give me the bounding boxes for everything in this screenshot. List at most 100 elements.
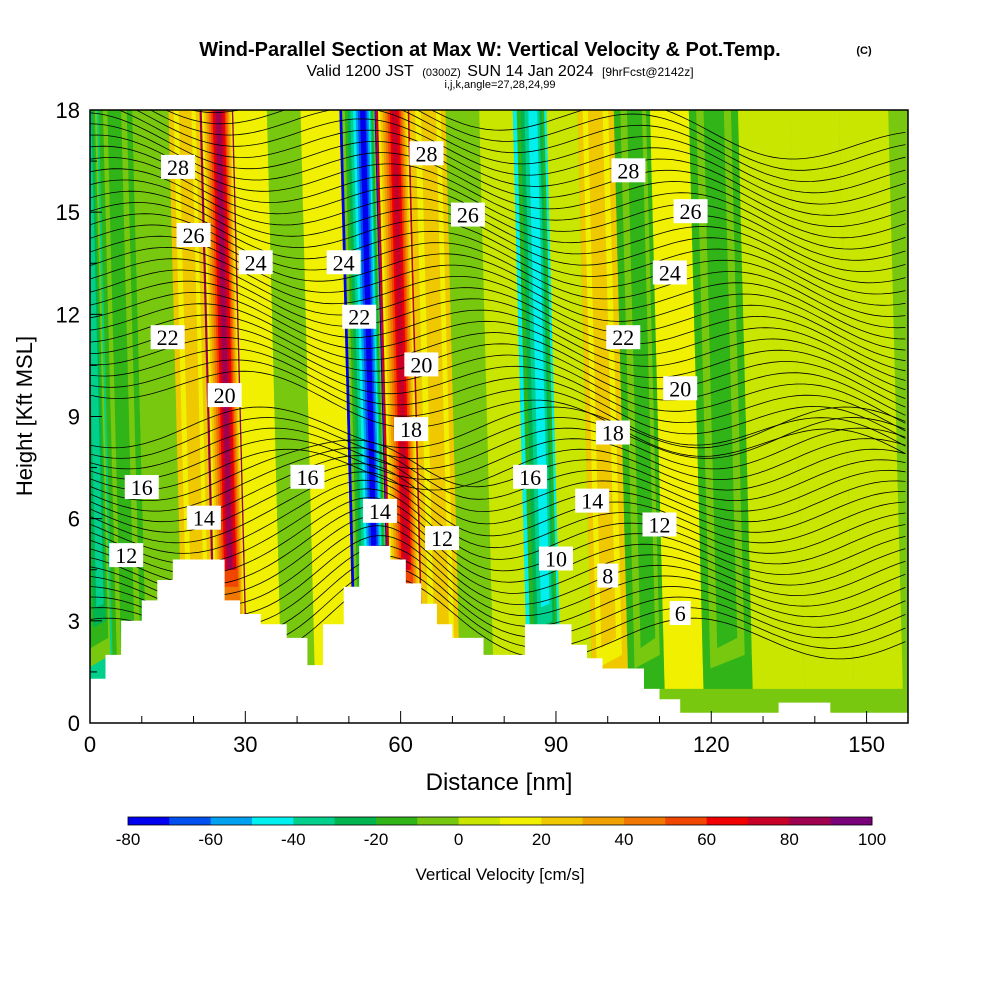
theta-label-box [393,417,428,442]
theta-contour [90,427,906,470]
colorbar-tick-label: -40 [281,830,306,849]
theta-contour [90,479,906,554]
theta-label: 20 [404,352,439,377]
colorbar-swatch [128,817,170,825]
theta-contour [90,235,906,351]
colorbar-swatch [376,817,418,825]
theta-label-text: 28 [167,155,189,180]
theta-label-box [575,488,610,513]
theta-label-box [663,376,698,401]
theta-label: 28 [611,158,646,183]
colorbar-swatch [789,817,832,825]
theta-label-box [669,601,691,626]
theta-contour [90,246,906,362]
theta-label-box [404,352,439,377]
section-info: i,j,k,angle=27,28,24,99 [444,79,555,91]
colorbar-swatch [334,817,377,825]
colorbar-swatch [458,817,501,825]
theta-contour [90,348,906,439]
theta-contour [90,190,906,306]
theta-contour [90,448,906,491]
theta-contour [430,110,906,160]
theta-label-text: 12 [115,543,137,568]
velocity-core [308,110,346,669]
theta-contour [149,110,906,194]
theta-contour [90,471,906,544]
y-tick-label: 3 [68,609,80,634]
theta-label-text: 18 [602,421,624,446]
theta-label-text: 8 [602,564,613,589]
theta-label-box [176,223,211,248]
theta-label-box [652,260,687,285]
theta-label-text: 26 [183,223,205,248]
theta-label-text: 24 [659,260,681,285]
valid-zulu: (0300Z) [422,67,461,79]
theta-label-text: 6 [675,601,686,626]
theta-contour [90,213,906,329]
theta-label: 22 [342,304,377,330]
theta-label-box [238,250,273,275]
theta-contour [90,168,906,284]
theta-label-text: 20 [410,352,432,377]
theta-label-text: 16 [519,465,541,490]
velocity-core [215,110,233,570]
theta-label: 14 [575,488,610,514]
theta-label: 14 [186,505,221,531]
theta-label: 20 [207,383,242,408]
theta-contour [90,112,906,228]
colorbar: -80 -60 -40 -20 0 20 40 60 80 100 [116,816,886,849]
theta-contour [90,370,906,457]
colorbar-swatch [706,817,749,825]
theta-label-text: 12 [648,512,670,537]
theta-label: 8 [597,563,619,589]
potential-temperature-contours [90,110,906,660]
theta-contour [90,497,906,575]
velocity-column [789,110,854,689]
theta-contour [90,291,906,399]
y-tick-label: 15 [56,200,80,225]
y-tick-label: 0 [68,711,80,736]
theta-label-text: 26 [680,199,702,224]
theta-label: 10 [538,546,573,572]
colorbar-frame [127,816,873,826]
colorbar-swatch [169,817,212,825]
theta-contour [90,201,906,317]
theta-contour [90,303,906,408]
theta-label-text: 12 [431,526,453,551]
theta-contour [90,325,906,424]
velocity-core [90,110,104,608]
x-tick-label: 0 [84,732,96,757]
theta-label: 12 [109,543,144,568]
theta-label: 16 [290,464,325,490]
velocity-core [360,110,378,570]
velocity-core [420,110,450,649]
theta-label-box [409,141,444,166]
theta-label: 26 [673,199,708,224]
theta-label: 26 [176,223,211,248]
theta-label-text: 22 [612,325,634,350]
theta-contour [90,417,906,459]
velocity-column [479,110,528,689]
theta-contour [90,447,906,512]
theta-label: 12 [642,512,677,537]
x-tick-label: 30 [233,732,257,757]
theta-label: 28 [161,154,196,180]
velocity-core [391,110,409,570]
theta-label-box [538,546,573,571]
theta-label-text: 22 [157,325,179,350]
velocity-column [546,110,593,689]
theta-label: 22 [606,325,641,350]
theta-label-text: 16 [296,465,318,490]
y-axis: 0 3 6 9 12 15 18 [56,98,102,736]
colorbar-tick-label: -60 [198,830,223,849]
x-axis: 0 30 60 90 120 150 [84,711,885,757]
theta-contour [90,506,906,586]
theta-label-box [673,199,708,224]
theta-label-text: 18 [400,417,422,442]
colorbar-tick-label: -20 [364,830,389,849]
colorbar-swatch [293,817,336,825]
theta-contour [90,406,906,449]
colorbar-swatch [624,817,666,825]
colorbar-tick-label: 100 [858,830,886,849]
